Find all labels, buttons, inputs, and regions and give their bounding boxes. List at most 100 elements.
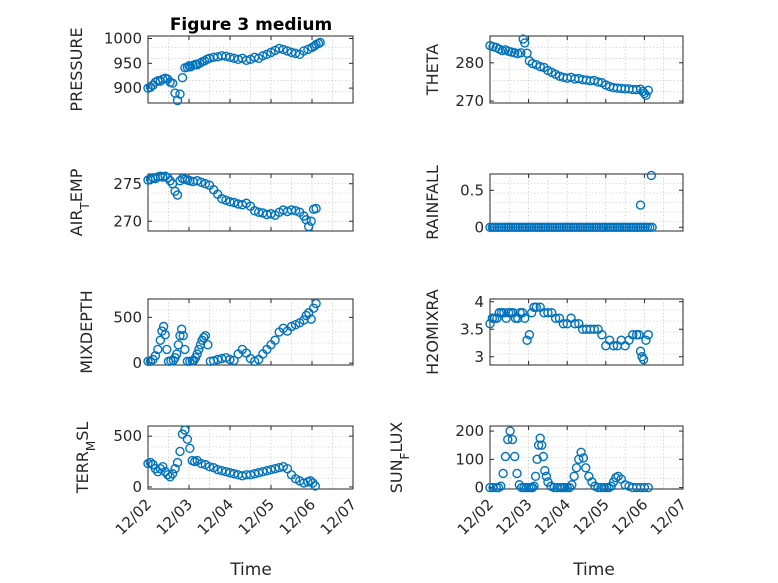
data-point bbox=[160, 330, 170, 340]
data-point bbox=[145, 82, 156, 92]
data-point bbox=[635, 200, 646, 210]
x-tick-label: 12/04 bbox=[531, 495, 574, 538]
data-point bbox=[175, 89, 185, 99]
data-point bbox=[647, 222, 657, 232]
data-point bbox=[167, 78, 178, 88]
y-tick-label: 900 bbox=[113, 79, 142, 97]
data-point bbox=[173, 340, 184, 350]
data-point bbox=[538, 451, 548, 462]
subplot-pressure: 900 950 1000 PRESSURE bbox=[67, 27, 354, 112]
data-point bbox=[507, 434, 518, 445]
data-point bbox=[172, 457, 183, 468]
y-tick-label: 950 bbox=[113, 54, 142, 72]
data-point bbox=[221, 195, 231, 205]
y-tick-label: 4 bbox=[474, 293, 484, 311]
data-point bbox=[564, 482, 575, 493]
data-point bbox=[540, 465, 550, 476]
data-point bbox=[225, 354, 235, 365]
data-point bbox=[496, 481, 506, 491]
data-point bbox=[172, 95, 183, 106]
data-point bbox=[196, 458, 207, 469]
data-point bbox=[524, 56, 535, 66]
subplot-air-temp: 270 275 AIRTEMP bbox=[67, 168, 354, 236]
data-point bbox=[192, 176, 202, 186]
data-point bbox=[304, 221, 314, 232]
data-point bbox=[203, 340, 213, 350]
data-series bbox=[143, 37, 325, 106]
data-point bbox=[311, 203, 321, 214]
data-point bbox=[290, 206, 301, 216]
data-point bbox=[204, 461, 215, 472]
y-axis-label: SUNFLUX bbox=[387, 422, 412, 494]
data-point bbox=[175, 330, 185, 341]
data-point bbox=[593, 77, 603, 87]
data-point bbox=[170, 463, 180, 474]
data-point bbox=[254, 207, 264, 217]
data-point bbox=[498, 468, 508, 479]
data-point bbox=[516, 48, 526, 58]
y-tick-label: 270 bbox=[113, 212, 142, 230]
data-point bbox=[634, 330, 644, 340]
x-tick-label: 12/02 bbox=[112, 495, 155, 538]
data-point bbox=[531, 302, 542, 312]
data-point bbox=[278, 44, 288, 55]
data-point bbox=[613, 471, 623, 481]
y-tick-label: 0 bbox=[132, 354, 142, 372]
data-point bbox=[641, 90, 651, 101]
subplot-rainfall: 0 0.5 RAINFALL bbox=[423, 165, 684, 240]
data-point bbox=[286, 205, 297, 215]
data-point bbox=[182, 62, 193, 72]
figure-title: Figure 3 medium bbox=[170, 15, 332, 35]
data-point bbox=[150, 351, 161, 361]
data-point bbox=[199, 332, 209, 343]
data-point bbox=[520, 38, 530, 48]
data-point bbox=[311, 298, 321, 309]
data-series bbox=[485, 170, 657, 232]
data-point bbox=[299, 46, 309, 56]
data-point bbox=[597, 330, 607, 340]
data-point bbox=[643, 482, 653, 493]
data-point bbox=[522, 335, 532, 345]
y-tick-label: 3 bbox=[474, 348, 484, 366]
data-point bbox=[631, 84, 642, 95]
data-point bbox=[527, 58, 538, 69]
data-point bbox=[208, 356, 219, 366]
y-tick-label: 500 bbox=[113, 427, 142, 445]
data-point bbox=[162, 470, 173, 480]
data-point bbox=[643, 85, 653, 96]
data-point bbox=[194, 344, 204, 355]
y-tick-label: 500 bbox=[113, 308, 142, 326]
data-point bbox=[529, 481, 539, 491]
subplot-mixdepth: 0 500 MIXDEPTH bbox=[77, 290, 354, 374]
data-point bbox=[217, 194, 227, 204]
y-tick-label: 0.5 bbox=[460, 181, 484, 199]
data-point bbox=[165, 176, 175, 186]
data-point bbox=[200, 179, 211, 189]
data-series bbox=[143, 425, 320, 491]
data-point bbox=[641, 335, 651, 345]
data-point bbox=[249, 206, 260, 216]
y-axis-label: PRESSURE bbox=[67, 27, 86, 111]
data-point bbox=[485, 319, 495, 329]
data-point bbox=[306, 314, 316, 324]
data-point bbox=[290, 48, 301, 59]
y-tick-label: 3.5 bbox=[460, 320, 484, 338]
data-series bbox=[485, 34, 653, 101]
data-point bbox=[308, 478, 318, 488]
data-point bbox=[508, 308, 518, 318]
data-point bbox=[628, 330, 638, 340]
data-point bbox=[305, 476, 316, 486]
data-point bbox=[604, 482, 614, 493]
data-point bbox=[182, 434, 193, 444]
data-point bbox=[541, 471, 552, 481]
data-point bbox=[569, 471, 579, 481]
data-point bbox=[167, 469, 178, 479]
data-point bbox=[171, 349, 182, 359]
data-point bbox=[313, 38, 324, 49]
x-tick-label: 12/07 bbox=[317, 495, 360, 538]
subplot-theta: 270 280 THETA bbox=[423, 34, 684, 110]
data-point bbox=[258, 51, 268, 61]
